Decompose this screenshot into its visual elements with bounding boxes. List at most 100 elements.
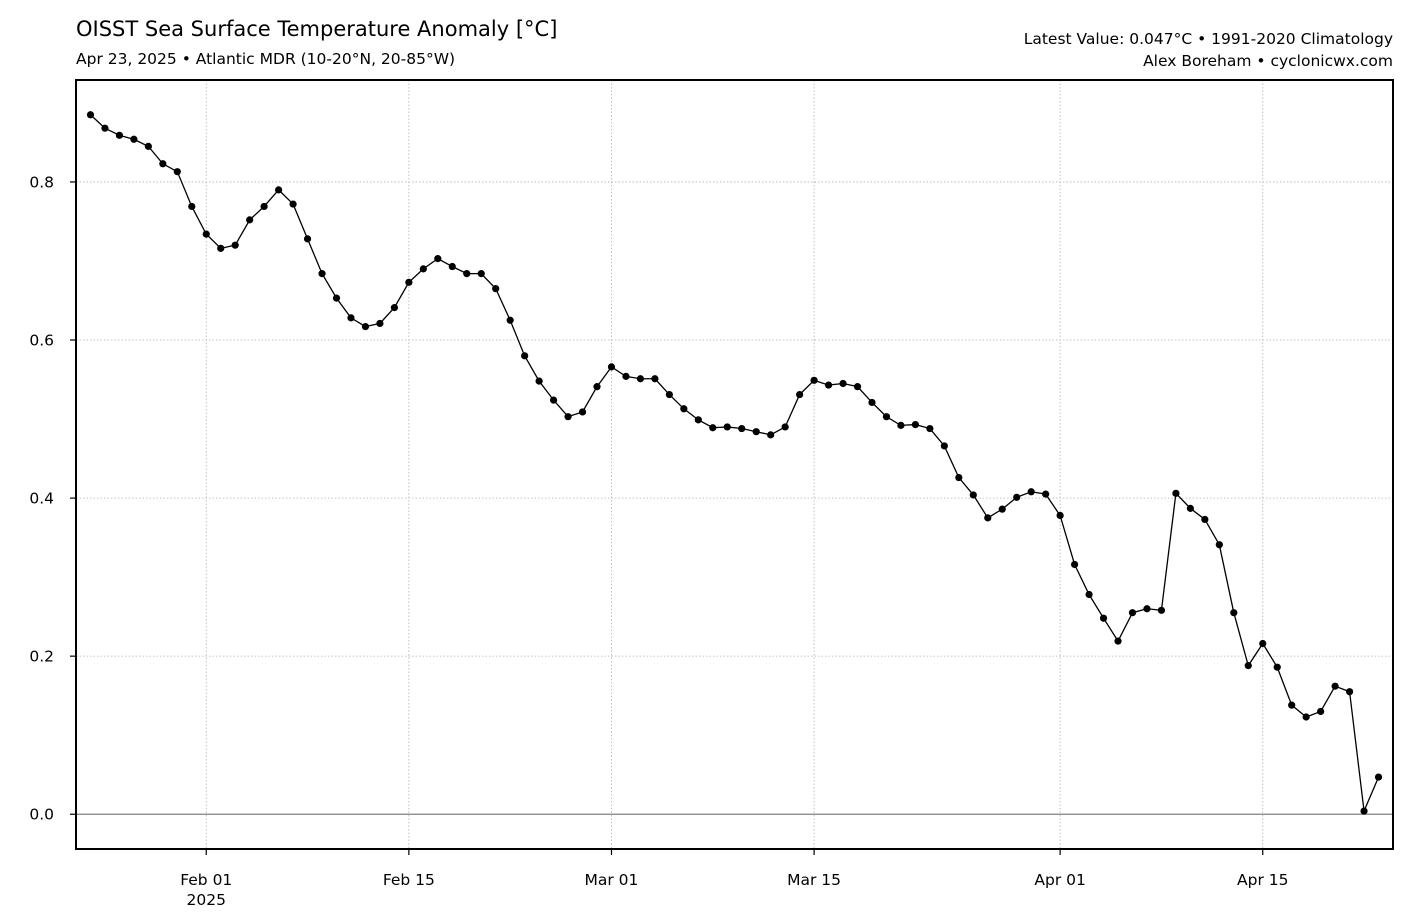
data-point (1071, 560, 1079, 569)
data-point (115, 131, 124, 139)
x-tick-label: Feb 01 (180, 871, 232, 889)
data-point (419, 265, 427, 273)
y-tick-label: 0.6 (29, 332, 54, 350)
data-point (738, 424, 746, 433)
data-point (1099, 614, 1108, 622)
data-point (1374, 773, 1383, 781)
data-point (796, 390, 804, 399)
data-point (1013, 493, 1021, 501)
data-point (810, 376, 818, 384)
data-point (1143, 605, 1151, 613)
data-point (275, 186, 283, 194)
data-point (202, 230, 210, 238)
data-point (709, 424, 717, 432)
data-point (622, 372, 630, 380)
data-point (1360, 807, 1368, 815)
data-point (882, 413, 891, 421)
data-point (940, 442, 948, 450)
data-point (1027, 488, 1035, 496)
latest-value-text: Latest Value: 0.047°C • 1991-2020 Climat… (1023, 30, 1393, 48)
data-point (347, 314, 355, 322)
data-point (984, 514, 992, 522)
data-point (289, 200, 297, 208)
data-point (405, 278, 413, 286)
data-point (535, 377, 543, 385)
data-point (636, 375, 645, 383)
x-tick-label: Apr 01 (1034, 871, 1085, 889)
x-tick-sublabel: 2025 (187, 891, 226, 909)
data-point (260, 202, 268, 211)
chart-subtitle: Apr 23, 2025 • Atlantic MDR (10-20°N, 20… (76, 50, 456, 68)
data-point (680, 405, 688, 413)
chart-title: OISST Sea Surface Temperature Anomaly [°… (76, 17, 558, 41)
data-point (853, 383, 862, 391)
credit-text: Alex Boreham • cyclonicwx.com (1143, 52, 1393, 70)
data-point (1186, 504, 1194, 512)
data-point (1317, 707, 1325, 716)
data-point (101, 124, 109, 132)
data-point (1302, 713, 1310, 721)
data-point (578, 408, 587, 416)
data-point (144, 142, 152, 150)
data-point (839, 379, 847, 388)
data-point (231, 241, 239, 249)
data-point (549, 396, 558, 404)
data-point (1244, 662, 1252, 670)
data-point (217, 244, 225, 252)
data-point (926, 424, 934, 433)
data-point (477, 270, 485, 278)
data-point (564, 413, 572, 421)
data-point (1288, 701, 1296, 709)
data-point (463, 270, 471, 278)
data-point (492, 285, 500, 293)
x-tick-label: Feb 15 (383, 871, 435, 889)
y-tick-label: 0.4 (29, 490, 54, 508)
data-point (188, 202, 196, 211)
data-point (521, 352, 529, 360)
data-point (506, 316, 514, 324)
data-point (969, 491, 977, 499)
data-point (1172, 489, 1180, 497)
x-tick-label: Mar 15 (787, 871, 841, 889)
data-point (1230, 609, 1238, 617)
data-point (332, 294, 341, 302)
data-point (361, 322, 370, 331)
y-tick-label: 0.2 (29, 648, 54, 666)
chart-info: Latest Value: 0.047°C • 1991-2020 Climat… (1024, 28, 1393, 72)
data-point (723, 423, 731, 431)
data-point (130, 135, 138, 143)
data-point (448, 262, 456, 271)
data-point (694, 416, 702, 424)
data-point (86, 111, 95, 119)
x-tick-label: Apr 15 (1237, 871, 1288, 889)
data-point (767, 431, 775, 439)
data-point (1259, 639, 1267, 648)
data-point (318, 270, 326, 278)
plot-frame (75, 79, 1394, 850)
data-point (246, 216, 254, 224)
data-point (1042, 490, 1050, 498)
data-point (752, 428, 760, 436)
data-point (1085, 590, 1093, 599)
data-point (1273, 663, 1281, 671)
series-line (90, 114, 1380, 814)
data-point (651, 375, 659, 383)
data-point (607, 363, 616, 371)
y-tick-label: 0.0 (29, 806, 54, 824)
data-point (781, 423, 789, 431)
data-point (868, 398, 876, 407)
data-point (159, 160, 167, 168)
data-point (1215, 541, 1223, 549)
data-point (955, 473, 963, 482)
data-point (1201, 515, 1209, 524)
x-tick-label: Mar 01 (585, 871, 639, 889)
data-point (665, 390, 673, 399)
data-point (1128, 609, 1137, 617)
data-point (1157, 606, 1166, 614)
y-tick-label: 0.8 (29, 173, 54, 191)
data-point (1331, 682, 1339, 690)
data-point (1056, 511, 1064, 520)
data-point (593, 383, 601, 391)
data-point (1114, 637, 1122, 645)
